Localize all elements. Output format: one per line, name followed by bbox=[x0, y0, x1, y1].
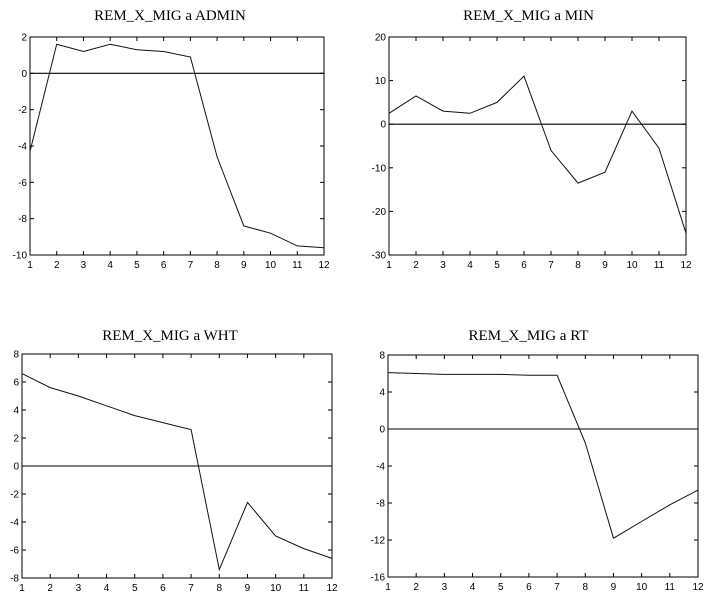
x-tick-label: 3 bbox=[81, 260, 87, 271]
series-line bbox=[387, 372, 699, 539]
x-tick-label: 7 bbox=[548, 260, 554, 271]
y-tick-label: 4 bbox=[379, 388, 385, 399]
y-tick-label: -4 bbox=[10, 518, 19, 529]
x-tick-label: 9 bbox=[602, 260, 608, 271]
chart-title: REM_X_MIG a WHT bbox=[102, 328, 238, 344]
chart-title: REM_X_MIG a MIN bbox=[463, 8, 594, 24]
y-tick-label: -2 bbox=[18, 105, 27, 116]
x-tick-label: 7 bbox=[188, 260, 194, 271]
y-tick-label: 8 bbox=[13, 350, 19, 361]
y-tick-label: -20 bbox=[372, 207, 387, 218]
x-tick-label: 9 bbox=[611, 582, 617, 593]
x-tick-label: 4 bbox=[470, 582, 476, 593]
y-tick-label: 0 bbox=[379, 425, 385, 436]
plot-frame bbox=[388, 36, 687, 256]
x-tick-label: 9 bbox=[241, 260, 247, 271]
y-tick-label: -8 bbox=[18, 214, 27, 225]
chart-title: REM_X_MIG a RT bbox=[468, 328, 589, 344]
x-tick-label: 1 bbox=[386, 260, 392, 271]
x-tick-label: 2 bbox=[413, 582, 419, 593]
x-tick-label: 3 bbox=[440, 260, 446, 271]
x-tick-label: 1 bbox=[385, 582, 391, 593]
x-tick-label: 8 bbox=[575, 260, 581, 271]
x-tick-label: 12 bbox=[680, 260, 692, 271]
y-tick-label: 4 bbox=[13, 406, 19, 417]
y-tick-label: -8 bbox=[376, 499, 385, 510]
y-tick-label: -12 bbox=[371, 536, 386, 547]
x-tick-label: 4 bbox=[104, 583, 110, 594]
y-tick-label: 20 bbox=[375, 33, 387, 44]
x-tick-label: 6 bbox=[526, 582, 532, 593]
y-tick-label: -16 bbox=[371, 573, 386, 584]
y-tick-label: 6 bbox=[13, 378, 19, 389]
x-tick-label: 10 bbox=[265, 260, 277, 271]
x-tick-label: 11 bbox=[299, 583, 310, 594]
y-tick-label: -6 bbox=[18, 178, 27, 189]
x-tick-label: 3 bbox=[442, 582, 448, 593]
plot-frame bbox=[387, 354, 699, 578]
y-tick-label: 8 bbox=[379, 351, 385, 362]
x-tick-label: 8 bbox=[216, 583, 222, 594]
chart-title: REM_X_MIG a ADMIN bbox=[94, 8, 246, 24]
y-tick-label: 2 bbox=[13, 434, 19, 445]
x-tick-label: 6 bbox=[161, 260, 167, 271]
y-tick-label: 2 bbox=[21, 33, 27, 44]
x-tick-label: 12 bbox=[318, 260, 330, 271]
y-tick-label: 0 bbox=[13, 462, 19, 473]
y-tick-label: -4 bbox=[376, 462, 385, 473]
chart-panel-min: REM_X_MIG a MIN -30 -20 -10 0 10 20 1 2 3 4 5 6 7 8 9 1… bbox=[352, 0, 705, 280]
x-tick-label: 5 bbox=[498, 582, 504, 593]
y-tick-label: -8 bbox=[10, 574, 19, 585]
x-tick-label: 3 bbox=[76, 583, 82, 594]
x-tick-label: 2 bbox=[413, 260, 419, 271]
x-tick-label: 10 bbox=[270, 583, 282, 594]
x-tick-label: 6 bbox=[160, 583, 166, 594]
y-tick-label: -30 bbox=[372, 251, 387, 262]
x-tick-label: 11 bbox=[665, 582, 676, 593]
x-tick-label: 2 bbox=[54, 260, 60, 271]
chart-panel-admin: REM_X_MIG a ADMIN -10 -8 -6 -4 -2 0 2 1 2 3 4 5 6 7 8 9… bbox=[0, 0, 340, 280]
series-line bbox=[29, 43, 325, 249]
y-tick-label: 0 bbox=[380, 120, 386, 131]
x-tick-label: 1 bbox=[19, 583, 25, 594]
chart-panel-wht: REM_X_MIG a WHT -8 -6 -4 -2 0 2 4 6 8 1 2 3 4 5 6 7 8 9 10… bbox=[0, 320, 340, 597]
x-tick-label: 8 bbox=[582, 582, 588, 593]
x-tick-label: 12 bbox=[692, 582, 704, 593]
plot-frame bbox=[29, 36, 325, 256]
x-tick-label: 7 bbox=[188, 583, 194, 594]
y-tick-label: 0 bbox=[21, 69, 27, 80]
y-tick-label: -4 bbox=[18, 142, 27, 153]
x-tick-label: 6 bbox=[521, 260, 527, 271]
x-tick-label: 10 bbox=[636, 582, 648, 593]
x-tick-label: 10 bbox=[626, 260, 638, 271]
x-tick-label: 9 bbox=[245, 583, 251, 594]
x-tick-label: 5 bbox=[132, 583, 138, 594]
x-tick-label: 4 bbox=[467, 260, 473, 271]
x-tick-label: 7 bbox=[554, 582, 560, 593]
y-tick-label: -10 bbox=[372, 163, 387, 174]
y-tick-label: -2 bbox=[10, 490, 19, 501]
x-tick-label: 2 bbox=[47, 583, 53, 594]
x-tick-label: 11 bbox=[654, 260, 665, 271]
y-tick-label: -10 bbox=[13, 251, 28, 262]
series-line bbox=[388, 75, 687, 234]
y-tick-label: 10 bbox=[375, 76, 387, 87]
x-tick-label: 5 bbox=[494, 260, 500, 271]
x-tick-label: 12 bbox=[326, 583, 338, 594]
x-tick-label: 11 bbox=[292, 260, 303, 271]
y-tick-label: -6 bbox=[10, 546, 19, 557]
x-tick-label: 8 bbox=[214, 260, 220, 271]
x-tick-label: 5 bbox=[134, 260, 140, 271]
x-tick-label: 4 bbox=[107, 260, 113, 271]
chart-panel-rt: REM_X_MIG a RT -16 -12 -8 -4 0 4 8 1 2 3 4 5 6 7 8 9 10 1… bbox=[352, 320, 705, 597]
series-line bbox=[21, 373, 333, 572]
x-tick-label: 1 bbox=[27, 260, 33, 271]
